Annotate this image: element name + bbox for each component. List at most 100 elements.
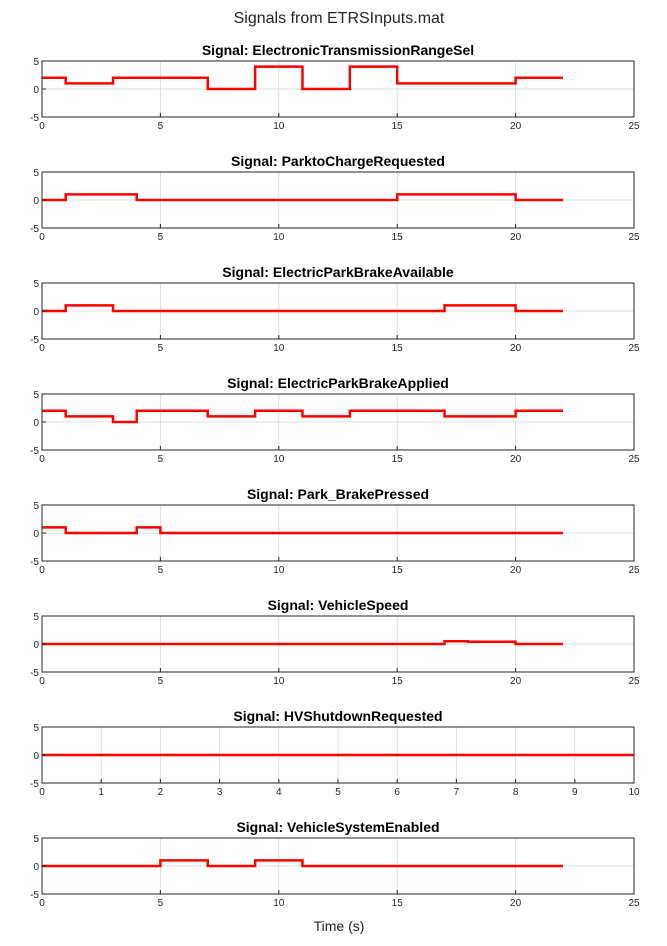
x-tick-label: 25 (628, 898, 640, 909)
x-tick-label: 0 (39, 232, 45, 243)
y-tick-label: -5 (30, 668, 39, 679)
y-tick-label: 5 (33, 723, 39, 734)
y-tick-label: -5 (30, 113, 39, 124)
y-tick-label: 5 (33, 834, 39, 845)
subplots: Signal: ElectronicTransmissionRangeSel 0 5… (30, 42, 640, 909)
y-tick-label: 0 (33, 307, 39, 318)
subplot-4: Signal: ElectricParkBrakeApplied 0 5 10 15 20… (30, 375, 640, 465)
x-tick-label: 0 (39, 898, 45, 909)
x-tick-label: 0 (39, 121, 45, 132)
x-tick-label: 10 (273, 232, 285, 243)
x-axis-label: Time (s) (314, 918, 365, 934)
signal-line (42, 193, 563, 202)
y-tick-label: 0 (33, 85, 39, 96)
x-tick-label: 20 (510, 343, 522, 354)
y-tick-label: 0 (33, 418, 39, 429)
x-tick-label: 20 (510, 898, 522, 909)
y-tick-label: 5 (33, 168, 39, 179)
x-tick-label: 10 (273, 343, 285, 354)
y-tick-label: 0 (33, 751, 39, 762)
x-tick-label: 20 (510, 565, 522, 576)
subplot-7: Signal: HVShutdownRequested 0 1 2 3 4 5 6 7 8 9 10 -… (30, 708, 640, 798)
x-tick-label: 25 (628, 454, 640, 465)
x-tick-label: 10 (273, 454, 285, 465)
y-tick-label: -5 (30, 779, 39, 790)
subplot-title: Signal: VehicleSpeed (268, 597, 409, 613)
y-tick-label: -5 (30, 446, 39, 457)
x-tick-label: 25 (628, 121, 640, 132)
x-tick-label: 2 (158, 787, 164, 798)
x-tick-label: 20 (510, 232, 522, 243)
x-tick-label: 15 (392, 676, 404, 687)
subplot-8: Signal: VehicleSystemEnabled 0 5 10 15 20 25 -5… (30, 819, 640, 909)
y-tick-label: -5 (30, 335, 39, 346)
y-tick-label: 5 (33, 390, 39, 401)
x-tick-label: 10 (273, 565, 285, 576)
x-tick-label: 15 (392, 343, 404, 354)
signal-line (42, 65, 563, 91)
subplot-1: Signal: ElectronicTransmissionRangeSel 0 5… (30, 42, 640, 132)
x-tick-label: 15 (392, 898, 404, 909)
signal-line (42, 409, 563, 424)
x-tick-label: 15 (392, 454, 404, 465)
subplot-2: Signal: ParktoChargeRequested 0 5 10 15 20 25 -… (30, 153, 640, 243)
x-tick-label: 15 (392, 121, 404, 132)
x-tick-label: 5 (158, 565, 164, 576)
x-tick-label: 5 (158, 121, 164, 132)
x-tick-label: 7 (454, 787, 460, 798)
x-tick-label: 5 (335, 787, 341, 798)
subplot-title: Signal: ElectricParkBrakeApplied (227, 375, 449, 391)
y-tick-label: 5 (33, 501, 39, 512)
x-tick-label: 10 (628, 787, 640, 798)
x-tick-label: 25 (628, 343, 640, 354)
x-tick-label: 10 (273, 121, 285, 132)
y-tick-label: 0 (33, 862, 39, 873)
x-tick-label: 20 (510, 454, 522, 465)
x-tick-label: 0 (39, 454, 45, 465)
signal-line (42, 859, 563, 868)
x-tick-label: 20 (510, 121, 522, 132)
y-tick-label: -5 (30, 224, 39, 235)
x-tick-label: 5 (158, 232, 164, 243)
x-tick-label: 0 (39, 787, 45, 798)
x-tick-label: 15 (392, 232, 404, 243)
signal-line (42, 526, 563, 535)
x-tick-label: 0 (39, 565, 45, 576)
subplot-3: Signal: ElectricParkBrakeAvailable 0 5 10 15… (30, 264, 640, 354)
subplot-title: Signal: Park_BrakePressed (247, 486, 429, 502)
y-tick-label: 0 (33, 196, 39, 207)
figure-title: Signals from ETRSInputs.mat (234, 10, 445, 27)
x-tick-label: 6 (394, 787, 400, 798)
x-tick-label: 1 (98, 787, 104, 798)
x-tick-label: 3 (217, 787, 223, 798)
x-tick-label: 10 (273, 676, 285, 687)
y-tick-label: -5 (30, 890, 39, 901)
signal-line (42, 304, 563, 313)
x-tick-label: 5 (158, 343, 164, 354)
x-tick-label: 5 (158, 454, 164, 465)
x-tick-label: 25 (628, 232, 640, 243)
signal-line (42, 639, 563, 646)
y-tick-label: 5 (33, 57, 39, 68)
x-tick-label: 10 (273, 898, 285, 909)
x-tick-label: 8 (513, 787, 519, 798)
subplot-title: Signal: ParktoChargeRequested (231, 153, 445, 169)
x-tick-label: 25 (628, 565, 640, 576)
x-tick-label: 9 (572, 787, 578, 798)
y-tick-label: 0 (33, 640, 39, 651)
x-tick-label: 0 (39, 676, 45, 687)
subplot-title: Signal: VehicleSystemEnabled (236, 819, 439, 835)
subplot-title: Signal: HVShutdownRequested (233, 708, 442, 724)
x-tick-label: 25 (628, 676, 640, 687)
x-tick-label: 0 (39, 343, 45, 354)
y-tick-label: 5 (33, 612, 39, 623)
x-tick-label: 5 (158, 898, 164, 909)
y-tick-label: 5 (33, 279, 39, 290)
subplot-title: Signal: ElectronicTransmissionRangeSel (202, 42, 474, 58)
y-tick-label: 0 (33, 529, 39, 540)
subplot-title: Signal: ElectricParkBrakeAvailable (222, 264, 454, 280)
x-tick-label: 20 (510, 676, 522, 687)
